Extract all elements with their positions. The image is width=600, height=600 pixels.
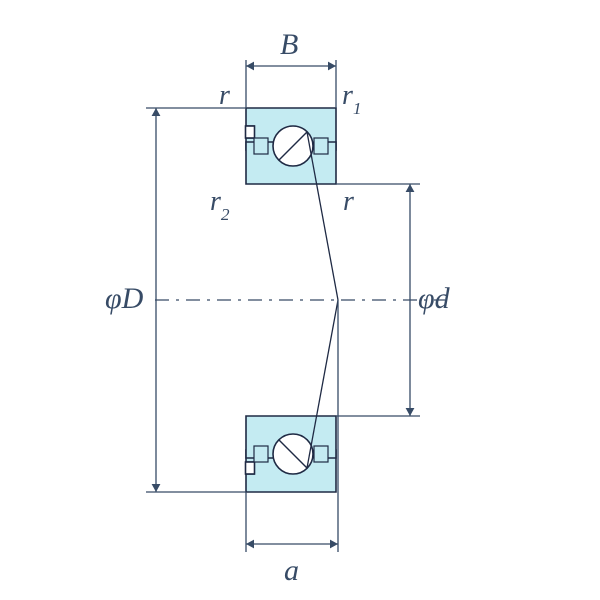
- diagram-svg: [0, 0, 600, 600]
- r1-sub: 1: [353, 99, 362, 118]
- phi-D: φ: [105, 282, 122, 315]
- label-r1: r1: [342, 82, 362, 114]
- label-B: B: [280, 30, 298, 60]
- label-r-top-left: r: [219, 82, 230, 110]
- label-D: φD: [105, 284, 143, 314]
- bearing-diagram: B φD φd a r r1 r2 r: [0, 0, 600, 600]
- label-r2: r2: [210, 188, 230, 220]
- label-r-bottom-right: r: [343, 188, 354, 216]
- r2-main: r: [210, 186, 221, 217]
- r2-sub: 2: [221, 205, 230, 224]
- r1-main: r: [342, 80, 353, 111]
- letter-d: d: [435, 282, 450, 315]
- label-a: a: [284, 556, 299, 586]
- label-d: φd: [418, 284, 450, 314]
- letter-D: D: [122, 282, 144, 315]
- phi-d: φ: [418, 282, 435, 315]
